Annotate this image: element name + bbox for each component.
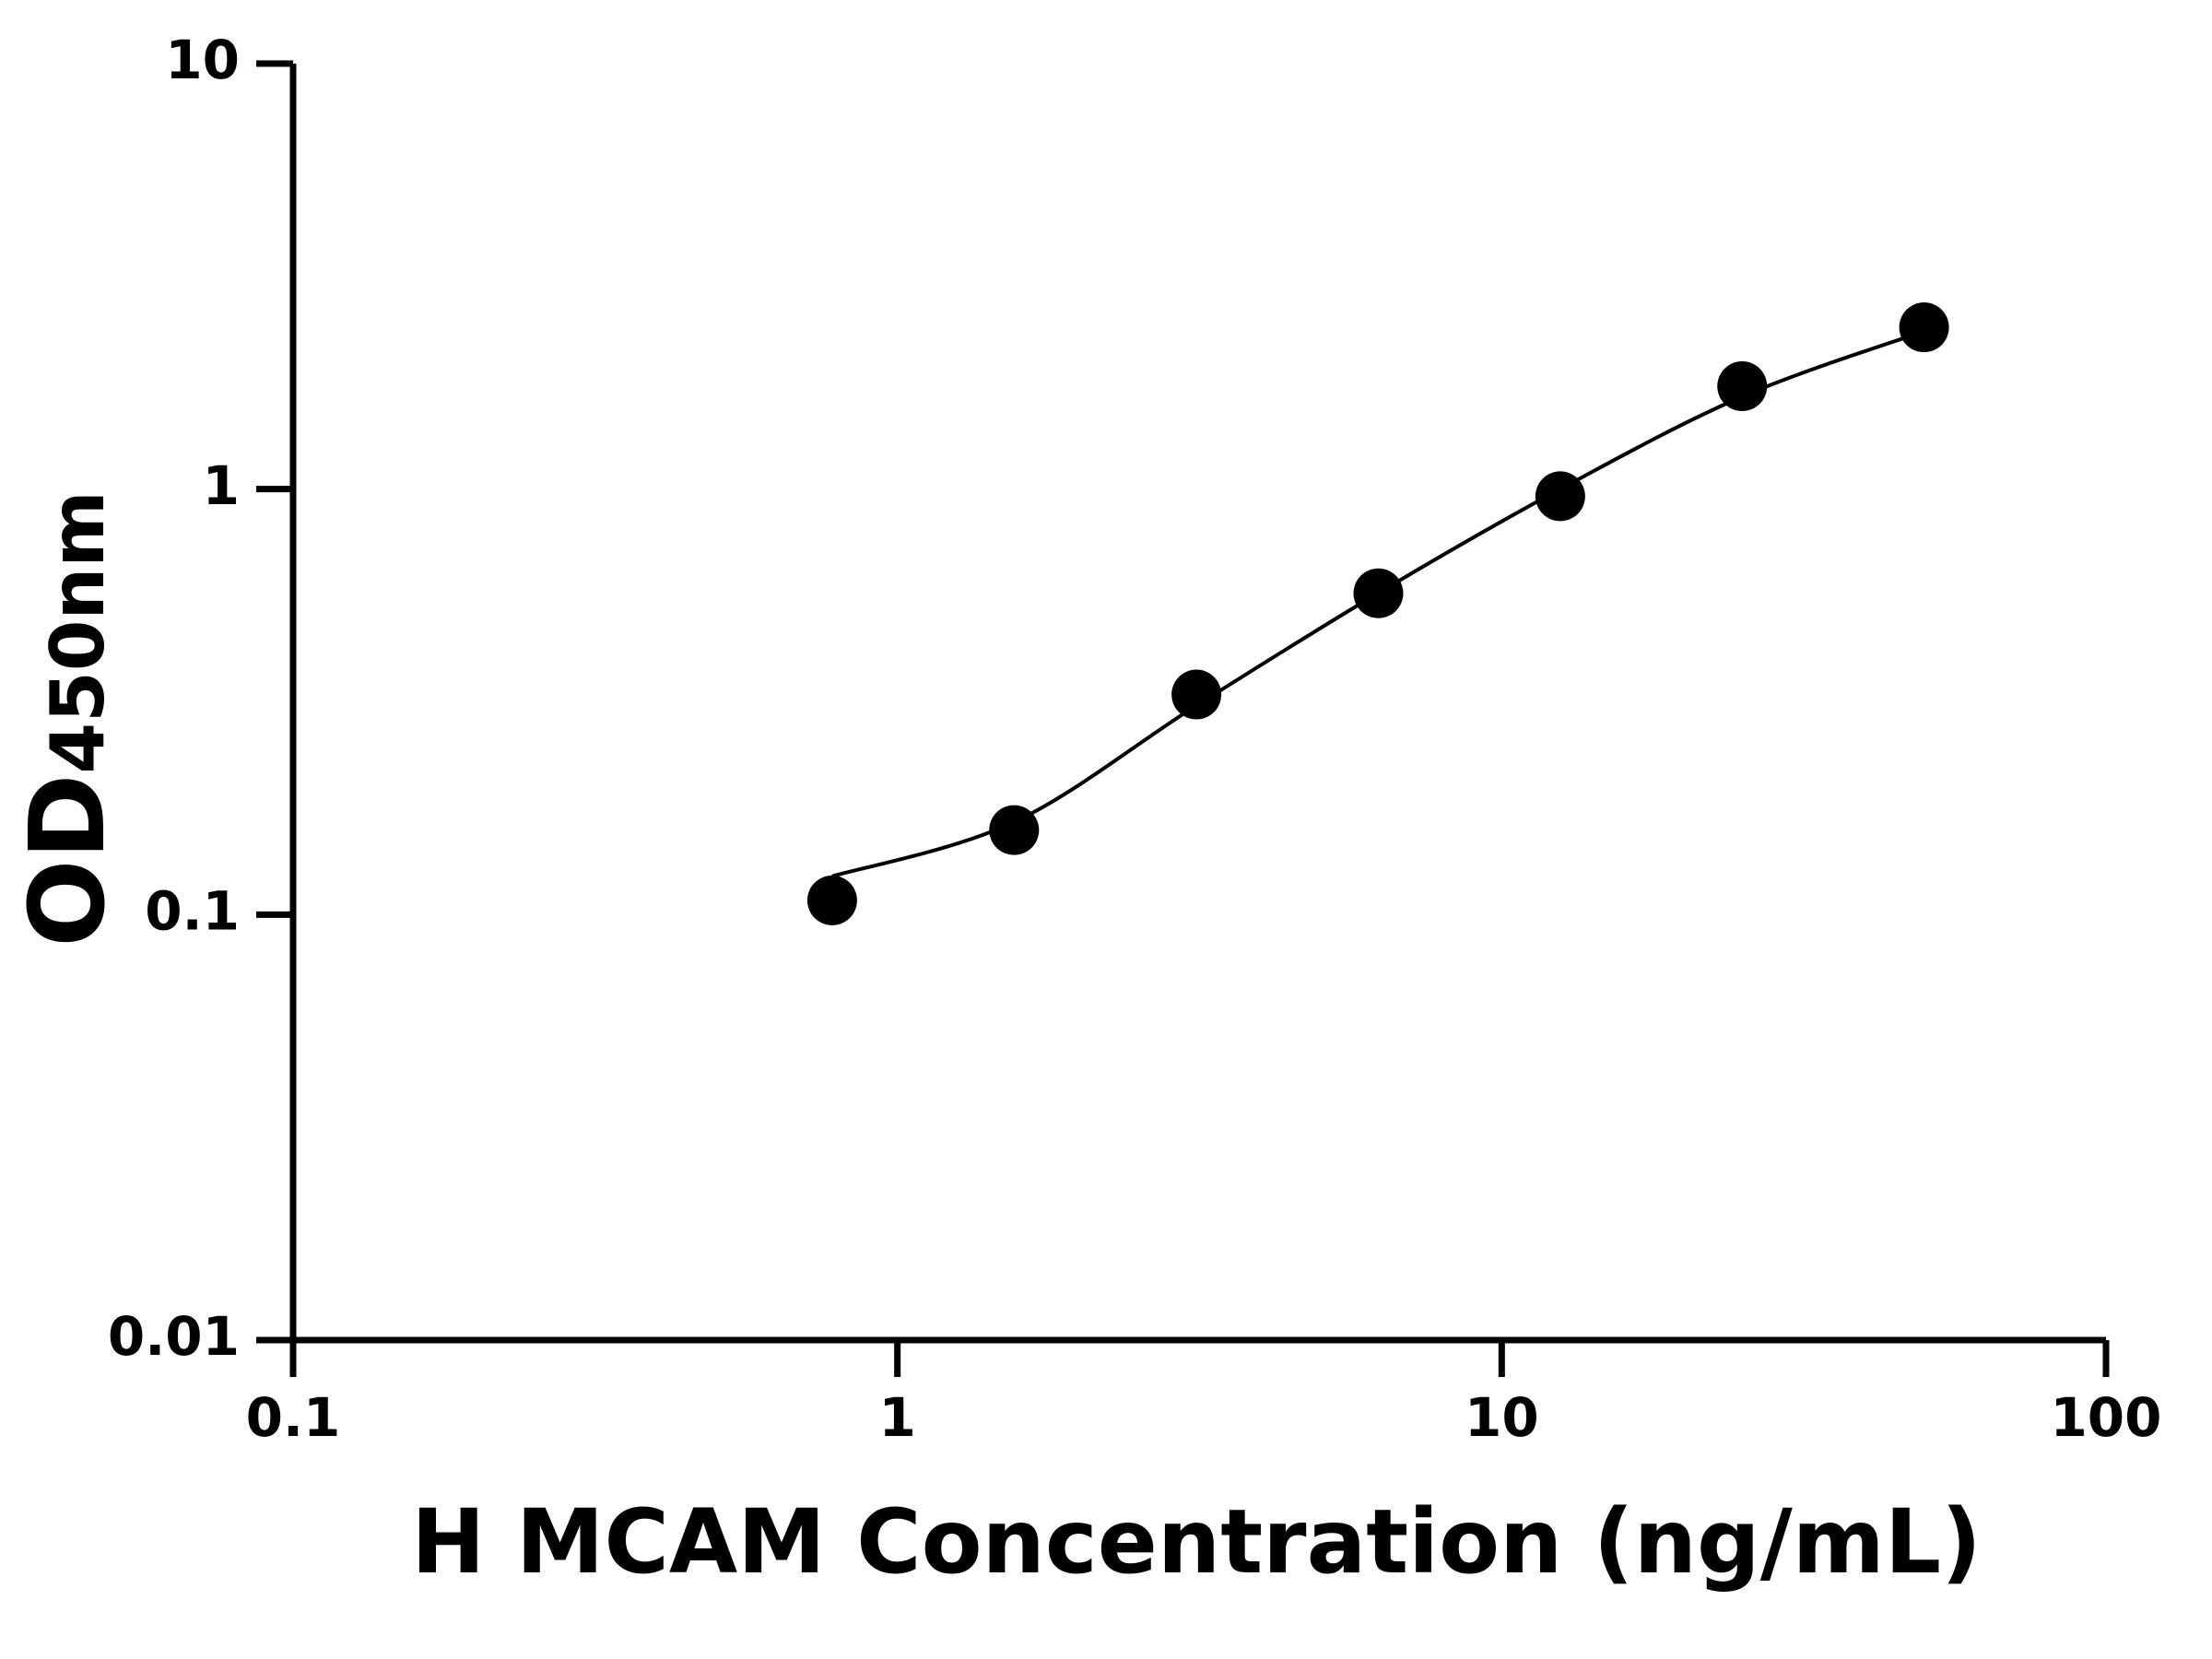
data-point bbox=[989, 805, 1040, 855]
y-axis-label-subscript: 450nm bbox=[35, 490, 121, 773]
data-point bbox=[1899, 302, 1949, 353]
data-point bbox=[1535, 471, 1585, 522]
x-tick-label: 100 bbox=[2050, 1386, 2161, 1449]
x-tick-label: 0.1 bbox=[246, 1386, 341, 1449]
data-point bbox=[806, 875, 857, 925]
y-tick-label: 0.01 bbox=[108, 1305, 240, 1368]
y-tick-label: 0.1 bbox=[145, 879, 240, 942]
data-point bbox=[1353, 568, 1404, 618]
data-point bbox=[1717, 361, 1768, 412]
y-tick-label: 10 bbox=[165, 29, 240, 91]
y-tick-label: 1 bbox=[203, 454, 240, 517]
x-tick-label: 10 bbox=[1465, 1386, 1539, 1449]
y-axis-label-main: OD bbox=[8, 774, 128, 947]
x-axis-label: H MCAM Concentration (ng/mL) bbox=[411, 1490, 1982, 1594]
y-axis-label: OD450nm bbox=[8, 490, 128, 947]
x-tick-label: 1 bbox=[878, 1386, 915, 1449]
data-point bbox=[1171, 669, 1222, 720]
